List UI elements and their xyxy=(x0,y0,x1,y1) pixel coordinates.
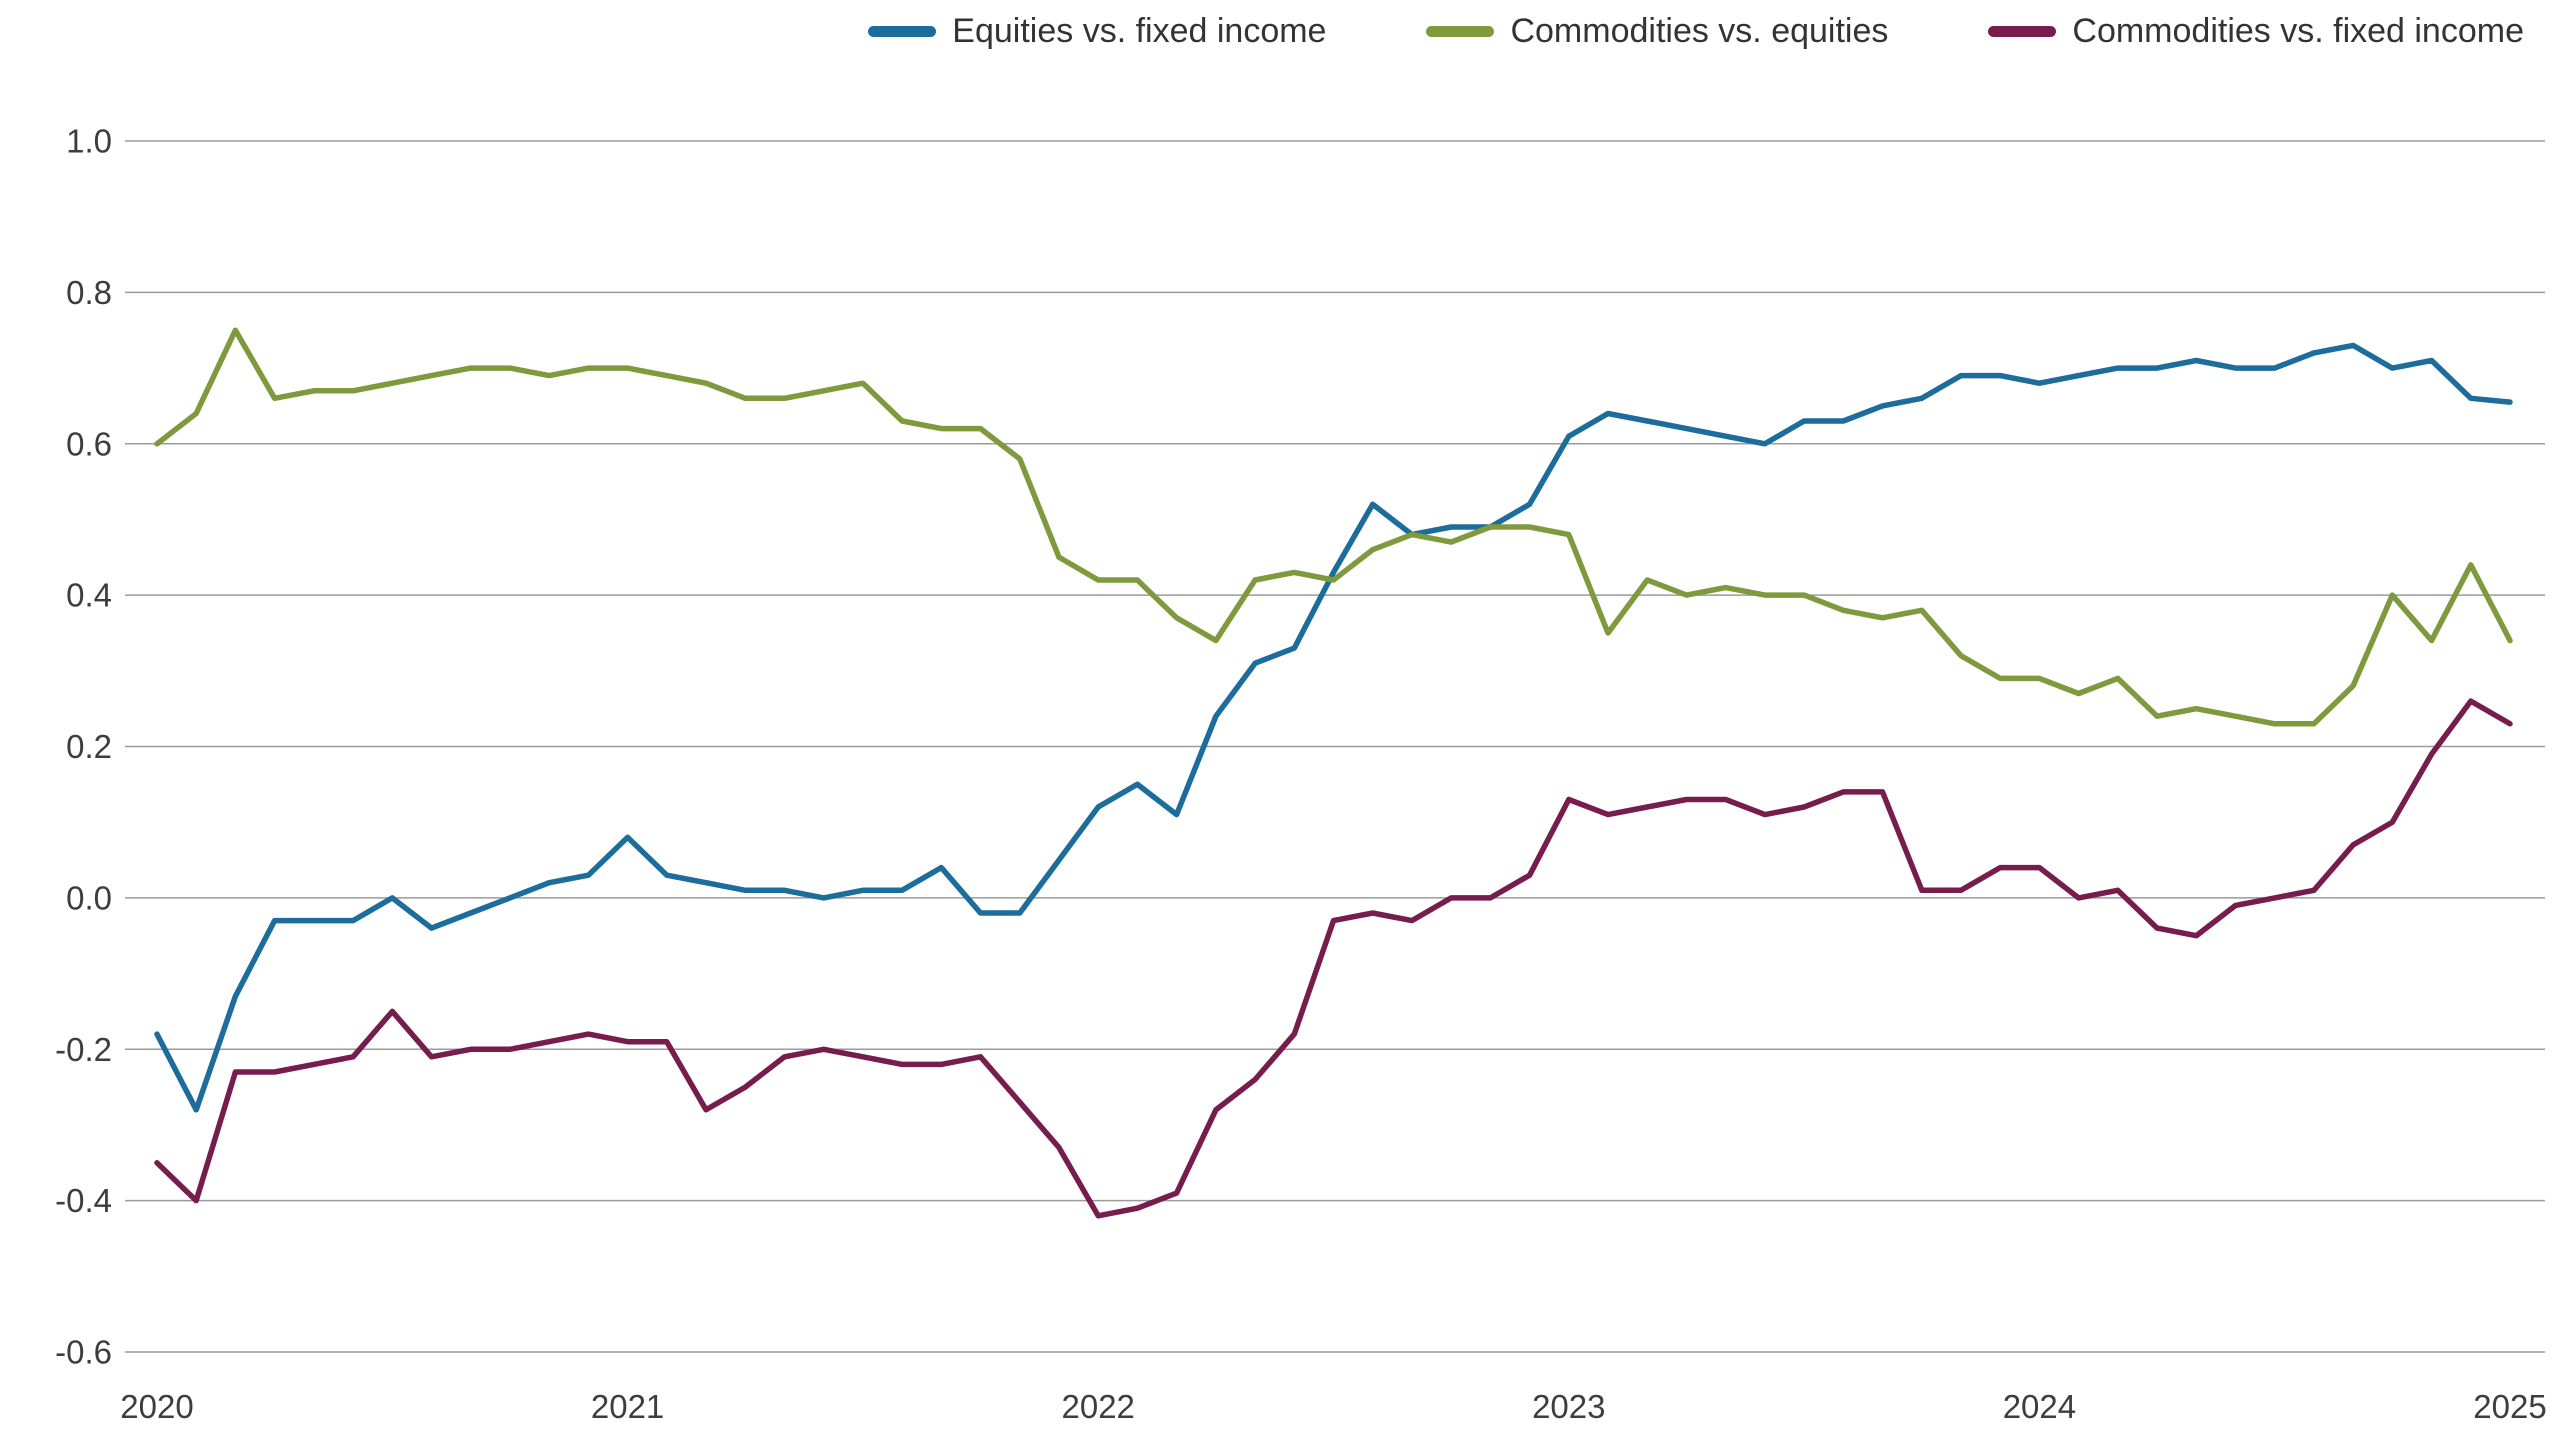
x-tick-label: 2024 xyxy=(2003,1388,2076,1425)
legend-line-swatch-icon xyxy=(868,26,937,37)
y-tick-label: 0.6 xyxy=(66,425,112,462)
y-tick-label: 0.2 xyxy=(66,728,112,765)
y-tick-label: -0.4 xyxy=(55,1182,112,1219)
legend-line-swatch-icon xyxy=(1426,26,1495,37)
y-tick-label: -0.6 xyxy=(55,1334,112,1371)
y-tick-label: -0.2 xyxy=(55,1031,112,1068)
y-tick-label: 0.4 xyxy=(66,577,112,614)
legend-item-equities-vs-fixed-income: Equities vs. fixed income xyxy=(868,12,1326,51)
y-tick-label: 0.0 xyxy=(66,879,112,916)
series-line-equities-vs-fixed-income xyxy=(154,342,2513,1113)
legend-label: Commodities vs. equities xyxy=(1510,12,1889,50)
y-tick-label: 1.0 xyxy=(66,123,112,160)
series-line-commodities-vs-equities xyxy=(154,327,2513,727)
chart-legend: Equities vs. fixed income Commodities vs.… xyxy=(0,12,2524,51)
legend-line-swatch-icon xyxy=(1988,26,2057,37)
x-tick-label: 2021 xyxy=(591,1388,664,1425)
legend-label: Equities vs. fixed income xyxy=(952,12,1327,50)
series-line-commodities-vs-fixed-income xyxy=(154,698,2513,1219)
legend-item-commodities-vs-fixed-income: Commodities vs. fixed income xyxy=(1988,12,2524,51)
x-tick-label: 2022 xyxy=(1061,1388,1134,1425)
x-tick-label: 2020 xyxy=(120,1388,193,1425)
x-tick-label: 2023 xyxy=(1532,1388,1605,1425)
y-tick-label: 0.8 xyxy=(66,274,112,311)
legend-label: Commodities vs. fixed income xyxy=(2072,12,2524,50)
legend-item-commodities-vs-equities: Commodities vs. equities xyxy=(1426,12,1888,51)
x-tick-label: 2025 xyxy=(2473,1388,2546,1425)
